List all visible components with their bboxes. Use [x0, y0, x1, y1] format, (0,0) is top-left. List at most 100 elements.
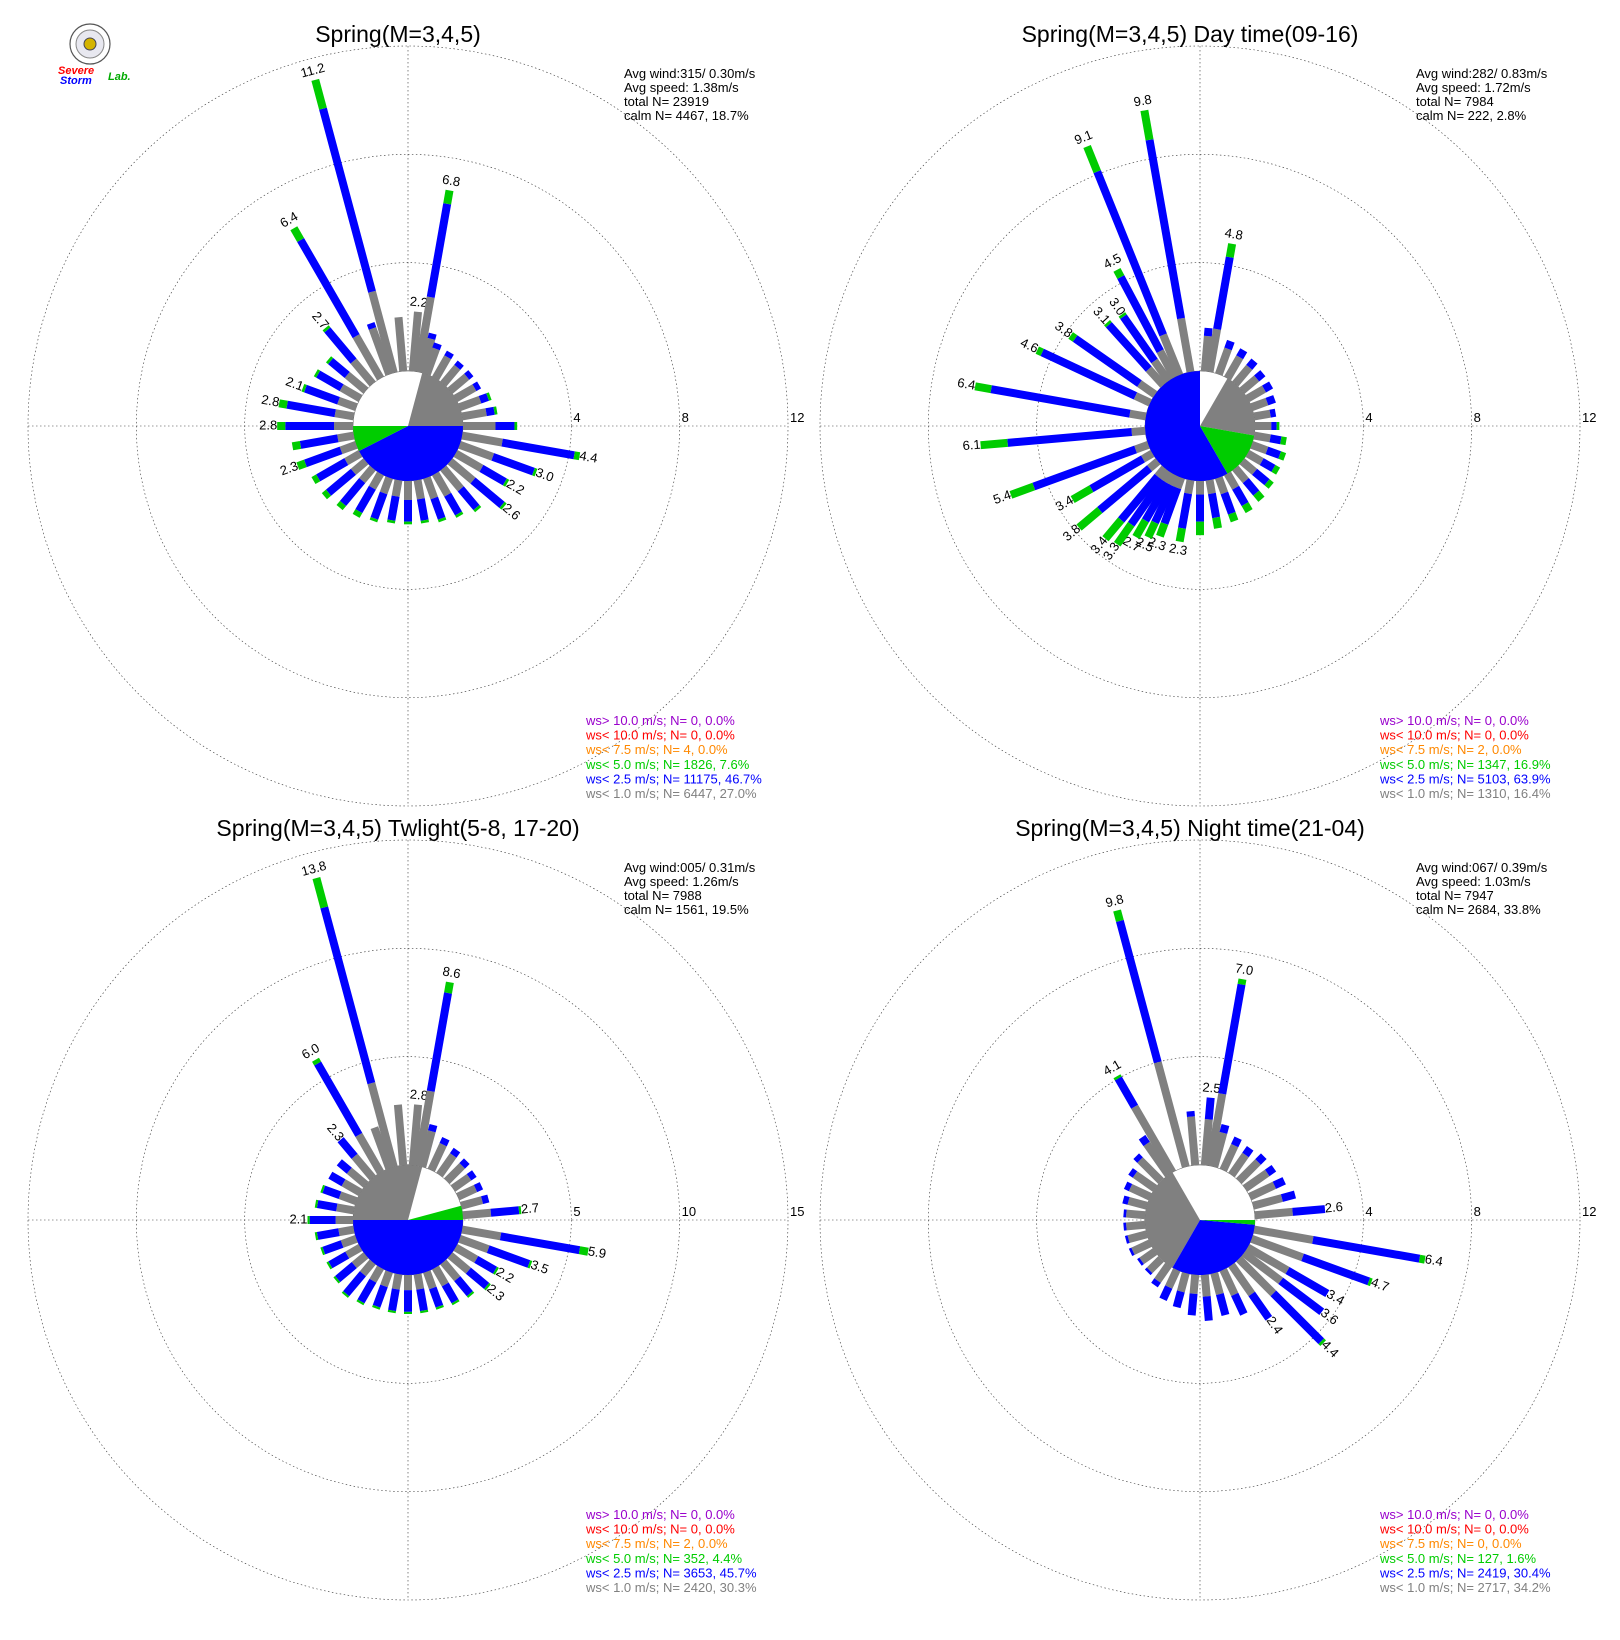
- petal-bar-green: [1253, 490, 1265, 502]
- petal-value-label: 11.2: [299, 60, 326, 81]
- petal-bar-blue: [1246, 358, 1258, 370]
- petal-bar-green: [518, 1206, 522, 1215]
- petal-bar-gray: [351, 1252, 369, 1269]
- wind-rose-panel-4: 4 8 122.57.02.66.44.73.43.64.42.44.19.8Spr…: [819, 815, 1596, 1601]
- petal-bar-gray: [458, 441, 495, 461]
- petal-bar-blue: [1133, 1153, 1143, 1163]
- petal-270: [277, 422, 353, 430]
- petal-110: [458, 1235, 533, 1269]
- ring-label: 4: [1365, 1204, 1372, 1219]
- petal-bar-gray: [391, 479, 403, 497]
- petal-5: [408, 311, 422, 372]
- calm-pie-slice: [353, 1164, 423, 1220]
- petal-210: [352, 471, 384, 518]
- petal-205: [1144, 474, 1181, 539]
- petal-210: [356, 1265, 384, 1306]
- petal-bar-green: [435, 1304, 444, 1310]
- petal-bar-blue: [430, 496, 446, 520]
- petal-bar-blue: [1278, 1277, 1325, 1315]
- petal-bar-blue: [339, 478, 366, 506]
- petal-bar-gray: [345, 1244, 363, 1259]
- petal-bar-gray: [337, 431, 355, 443]
- petal-bar-green: [1113, 267, 1125, 279]
- petal-180: [1196, 481, 1204, 536]
- petal-bar-gray: [1131, 1104, 1176, 1175]
- calm-pie-slice: [1200, 1220, 1255, 1225]
- petal-bar-blue: [1269, 408, 1277, 418]
- petal-bar-gray: [463, 422, 496, 430]
- petal-bar-blue: [1186, 1110, 1195, 1117]
- petal-345: [311, 78, 398, 374]
- petal-value-label: 4.8: [1224, 225, 1244, 243]
- petal-bar-blue: [1204, 1097, 1215, 1120]
- legend-entry: ws< 2.5 m/s; N= 5103, 63.9%: [1379, 771, 1551, 786]
- petal-bar-green: [307, 1216, 310, 1224]
- legend-entry: ws< 5.0 m/s; N= 1347, 16.9%: [1379, 757, 1551, 772]
- panel-title: Spring(M=3,4,5): [315, 21, 481, 47]
- ring-label: 8: [682, 410, 689, 425]
- petal-bar-blue: [1252, 468, 1270, 486]
- ring-label: 8: [1474, 410, 1481, 425]
- petal-bar-gray: [458, 1235, 490, 1253]
- petal-25: [427, 1137, 450, 1172]
- petal-bar-gray: [1239, 375, 1260, 394]
- ring-label: 15: [790, 1204, 804, 1219]
- petal-bar-blue: [316, 1228, 340, 1240]
- petal-bar-gray: [1250, 441, 1269, 455]
- legend-entry: ws< 10.0 m/s; N= 0, 0.0%: [585, 728, 735, 743]
- petal-85: [1254, 1205, 1326, 1220]
- petal-bar-green: [573, 451, 581, 461]
- petal-120: [453, 450, 510, 487]
- petal-bar-gray: [1253, 1225, 1314, 1244]
- petal-bar-green: [291, 441, 302, 451]
- petal-295: [1123, 1181, 1152, 1201]
- legend-entry: ws> 10.0 m/s; N= 0, 0.0%: [1379, 713, 1529, 728]
- petal-70: [458, 392, 492, 411]
- petal-bar-green: [980, 438, 1008, 450]
- petal-355: [394, 316, 408, 372]
- petal-bar-gray: [404, 1275, 412, 1291]
- petal-bar-blue: [1117, 275, 1164, 354]
- petal-110: [458, 441, 538, 477]
- petal-260: [291, 431, 355, 451]
- petal-bar-gray: [1165, 1268, 1181, 1289]
- calm-pie-slice: [358, 426, 463, 481]
- petal-70: [1250, 395, 1276, 411]
- petal-bar-blue: [459, 1158, 470, 1169]
- petal-5: [408, 1104, 423, 1166]
- petal-265: [1123, 1220, 1146, 1231]
- panel-title: Spring(M=3,4,5) Night time(21-04): [1015, 815, 1365, 841]
- petal-bar-blue: [427, 332, 437, 340]
- petal-bar-blue: [1255, 1153, 1267, 1165]
- petal-bar-blue: [316, 1200, 338, 1212]
- petal-310: [336, 1159, 369, 1188]
- petal-bar-blue: [387, 495, 400, 521]
- petal-bar-blue: [501, 438, 575, 460]
- petal-bar-gray: [1219, 1143, 1239, 1172]
- petal-330: [1113, 1074, 1176, 1175]
- petal-bar-gray: [440, 1259, 461, 1282]
- petal-bar-gray: [1254, 1207, 1293, 1220]
- petal-bar-green: [1102, 517, 1125, 542]
- petal-bar-blue: [1248, 1291, 1273, 1321]
- petal-bar-blue: [357, 1278, 377, 1304]
- petal-180: [404, 1275, 412, 1314]
- petal-355: [1186, 1110, 1200, 1166]
- petal-value-label: 2.8: [260, 392, 280, 410]
- petal-285: [1122, 1195, 1148, 1210]
- petal-155: [1219, 1268, 1248, 1316]
- legend-entry: ws< 10.0 m/s; N= 0, 0.0%: [585, 1522, 735, 1537]
- petal-bar-blue: [1271, 422, 1277, 430]
- petal-bar-blue: [1114, 1076, 1139, 1109]
- petal-bar-green: [1280, 436, 1287, 446]
- petal-bar-green: [1113, 1074, 1122, 1081]
- petal-bar-blue: [1272, 1177, 1286, 1189]
- petal-bar-gray: [1242, 1169, 1270, 1192]
- petal-bar-blue: [1203, 327, 1213, 337]
- petal-bar-gray: [344, 371, 369, 394]
- petal-bar-gray: [334, 409, 355, 421]
- petal-325: [1138, 1134, 1172, 1178]
- petal-40: [440, 360, 464, 387]
- petal-bar-blue: [1178, 492, 1193, 529]
- petal-bar-gray: [1219, 1268, 1239, 1297]
